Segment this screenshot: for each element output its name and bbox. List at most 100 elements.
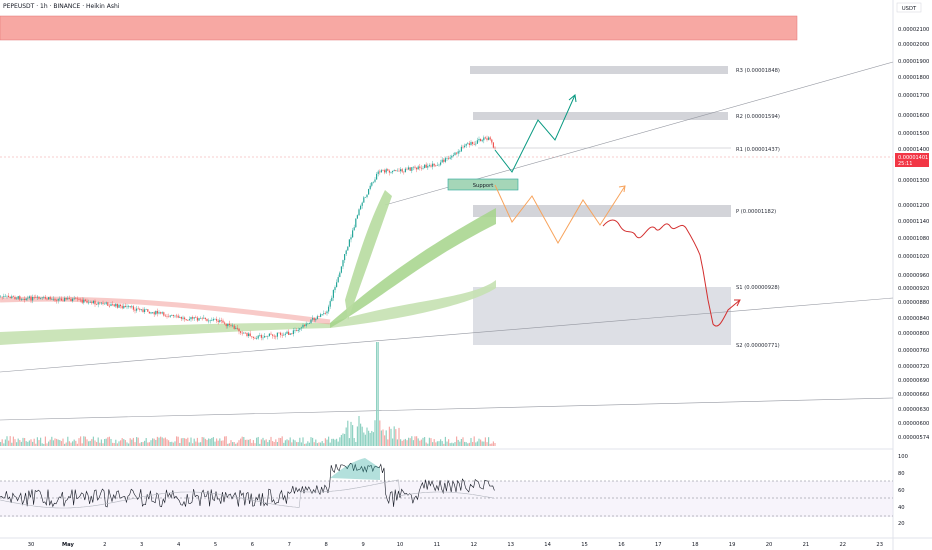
level-label: R3 (0.00001848) — [736, 68, 780, 74]
candle-body — [385, 169, 387, 173]
volume-bar — [395, 429, 397, 446]
fast-ma-ribbon — [345, 190, 392, 320]
candle-body — [227, 323, 229, 327]
lower-trendline[interactable] — [0, 297, 894, 373]
candle-body — [492, 142, 494, 148]
candle-body — [267, 336, 269, 337]
price-tag-timer: 25:11 — [898, 161, 912, 167]
supply-zone[interactable] — [0, 15, 798, 41]
candle-body — [276, 332, 278, 337]
price-tick: 0.00001140 — [898, 219, 929, 225]
volume-bar — [312, 437, 314, 446]
volume-bar — [489, 443, 491, 446]
candle-body — [41, 297, 43, 299]
candle-body — [300, 327, 302, 329]
candle-body — [456, 152, 458, 154]
volume-bar — [16, 442, 18, 446]
volume-bar — [310, 437, 312, 446]
candle-body — [126, 306, 128, 308]
price-axis[interactable]: 0.00002100 0.00002000 0.00001900 0.00001800… — [898, 27, 930, 441]
candle-body — [166, 316, 168, 317]
candle-body — [131, 306, 133, 308]
candle-body — [257, 335, 259, 339]
currency-badge[interactable] — [896, 2, 922, 13]
candle-body — [83, 299, 85, 303]
candle-body — [364, 197, 366, 198]
time-axis[interactable]: 30 May 2 3 4 5 6 7 8 9 10 11 12 13 14 15 16 17 18 19 20 21 22 2… — [28, 542, 883, 548]
candle-body — [272, 334, 274, 336]
volume-bar — [305, 443, 307, 446]
rsi-overbought-fill — [330, 458, 380, 480]
candle-body — [57, 298, 59, 301]
volume-bar — [360, 423, 362, 446]
candle-body — [32, 297, 34, 301]
volume-bar — [427, 443, 429, 446]
candle-body — [428, 165, 430, 166]
volume-bar — [494, 443, 496, 446]
volume-bar — [396, 439, 398, 446]
candle-body — [476, 140, 478, 144]
volume-bar — [300, 442, 302, 446]
candle-body — [488, 137, 490, 140]
volume-bar — [131, 439, 133, 446]
volume-bar — [128, 443, 130, 446]
volume-bar — [345, 427, 347, 446]
candle-body — [307, 323, 309, 325]
candle-body — [280, 332, 282, 335]
volume-bar — [252, 440, 254, 446]
time-tick: 15 — [581, 542, 588, 548]
volume-bar — [411, 436, 413, 446]
candle-body — [148, 311, 150, 314]
candle-body — [273, 335, 275, 337]
candle-body — [366, 194, 368, 198]
candle-body — [36, 296, 38, 298]
volume-trendline[interactable] — [0, 397, 894, 421]
candle-body — [203, 317, 205, 319]
candle-body — [72, 298, 74, 302]
time-tick: 21 — [803, 542, 810, 548]
candle-body — [140, 309, 142, 310]
candles[interactable] — [0, 135, 496, 341]
volume-bar — [92, 436, 94, 446]
volume-bar — [192, 443, 194, 446]
candle-body — [59, 298, 61, 300]
time-tick: 9 — [361, 542, 364, 548]
candle-body — [481, 140, 483, 142]
volume-bar — [179, 443, 181, 446]
volume-bar — [259, 443, 261, 446]
volume-bar — [184, 438, 186, 446]
price-tag-value: 0.00001401 — [898, 155, 928, 161]
support-box[interactable] — [447, 178, 519, 191]
candle-body — [361, 202, 363, 206]
volume-bar — [113, 443, 115, 446]
volume-bar — [41, 443, 43, 446]
volume-bar — [211, 437, 213, 446]
time-tick: 12 — [470, 542, 477, 548]
volume-bar — [220, 440, 222, 446]
volume-bar — [296, 442, 298, 446]
volume-bar — [356, 426, 358, 446]
volume-bar — [198, 442, 200, 446]
time-tick: 19 — [729, 542, 736, 548]
volume-bar — [67, 436, 69, 446]
volume-bar — [393, 426, 395, 446]
volume-bar — [161, 437, 163, 446]
candle-body — [86, 300, 88, 303]
volume-bar — [390, 428, 392, 446]
volume-bar — [222, 440, 224, 446]
volume-bar — [180, 438, 182, 446]
volume-bar — [166, 439, 168, 446]
bearish-arrow — [734, 299, 741, 307]
long-ma-band — [0, 296, 331, 325]
price-tick: 0.00000600 — [898, 421, 929, 427]
support-label: Support — [473, 183, 494, 189]
volume-bar — [49, 439, 51, 446]
candle-body — [356, 215, 358, 219]
volume-bar — [48, 441, 50, 446]
volume-bar — [126, 442, 128, 446]
candle-body — [172, 314, 174, 317]
candle-body — [304, 324, 306, 326]
volume-bar — [52, 440, 54, 446]
candle-body — [302, 324, 304, 328]
